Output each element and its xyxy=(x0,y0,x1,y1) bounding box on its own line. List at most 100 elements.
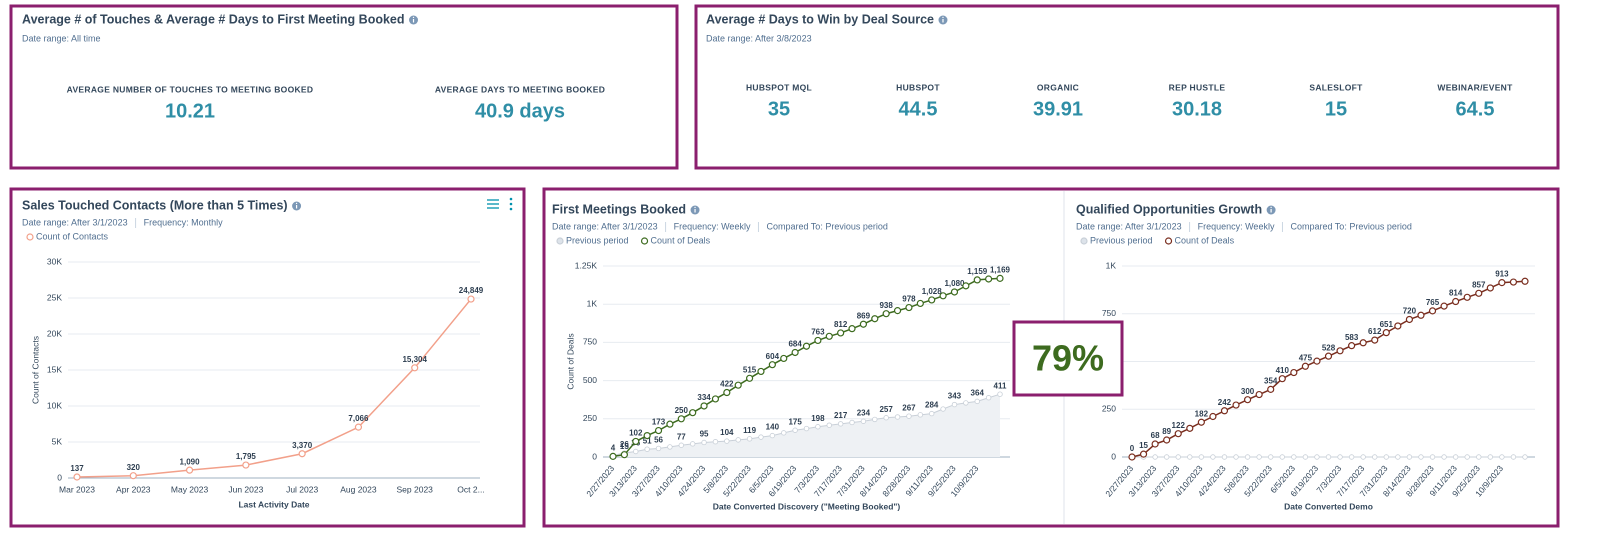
point xyxy=(1302,454,1309,460)
point xyxy=(848,325,856,333)
point xyxy=(1522,454,1528,460)
point xyxy=(1314,454,1320,460)
point xyxy=(872,416,878,423)
data-label: 612 xyxy=(1368,327,1382,336)
point xyxy=(997,391,1003,397)
line xyxy=(76,298,472,478)
point xyxy=(929,410,935,417)
data-label: 15,304 xyxy=(402,355,427,364)
point xyxy=(837,329,845,337)
point xyxy=(1498,279,1506,287)
info-icon xyxy=(295,202,298,205)
legend-label: Count of Deals xyxy=(1175,235,1235,245)
toolbar-icons[interactable] xyxy=(487,197,513,211)
filter-text: Frequency: Weekly xyxy=(1198,221,1275,231)
point xyxy=(712,439,719,445)
data-label: 104 xyxy=(720,428,734,437)
point xyxy=(1487,454,1494,460)
point xyxy=(411,364,419,372)
point xyxy=(1475,289,1483,297)
info-icon xyxy=(412,16,415,19)
date-range: Date range: All time xyxy=(22,33,101,43)
legend-label: Previous period xyxy=(566,235,629,245)
point xyxy=(951,401,958,408)
point xyxy=(1139,450,1148,458)
point xyxy=(1221,454,1228,460)
point xyxy=(655,445,662,452)
point xyxy=(1359,339,1367,347)
y-tick-label: 10K xyxy=(47,400,62,410)
metric-value: 10.21 xyxy=(165,100,215,122)
data-label: 300 xyxy=(1241,387,1255,396)
y-tick-label: 25K xyxy=(47,292,62,302)
point xyxy=(724,438,730,444)
point xyxy=(973,276,981,284)
point xyxy=(837,421,844,427)
data-label: 410 xyxy=(1276,366,1290,375)
y-tick-label: 750 xyxy=(583,337,597,347)
filter-text: Date range: After 3/1/2023 xyxy=(22,217,128,227)
point xyxy=(802,342,811,350)
point xyxy=(677,415,685,423)
data-label: 869 xyxy=(857,311,871,320)
annotation-box xyxy=(1012,320,1124,397)
y-tick-label: 1K xyxy=(587,298,598,308)
point xyxy=(1371,336,1379,344)
data-label: 354 xyxy=(1264,376,1278,385)
point xyxy=(871,315,879,323)
info-icon xyxy=(694,206,696,209)
point xyxy=(849,419,855,426)
point xyxy=(242,461,250,469)
point xyxy=(689,441,696,447)
point xyxy=(1209,412,1217,421)
point xyxy=(791,348,799,357)
point xyxy=(1279,454,1285,460)
data-label: 763 xyxy=(811,328,825,337)
point xyxy=(962,282,970,290)
data-label: 913 xyxy=(1495,270,1509,279)
y-tick-label: 0 xyxy=(57,472,62,482)
data-label: 89 xyxy=(1162,427,1171,436)
point xyxy=(780,354,788,363)
point xyxy=(1394,322,1402,330)
data-label: 978 xyxy=(902,295,916,304)
info-icon xyxy=(1270,206,1272,209)
data-label: 720 xyxy=(1403,307,1417,316)
metric-label: SALESLOFT xyxy=(1309,82,1363,92)
data-label: 56 xyxy=(654,436,663,445)
data-label: 250 xyxy=(675,406,689,415)
data-label: 102 xyxy=(629,429,643,438)
metric-value: 40.9 days xyxy=(475,100,565,122)
data-label: 938 xyxy=(879,301,893,310)
data-label: 475 xyxy=(1299,353,1313,362)
point xyxy=(1313,357,1321,365)
annotation: 79% xyxy=(1032,338,1104,379)
point xyxy=(129,472,137,480)
point xyxy=(1510,454,1517,460)
point xyxy=(654,426,663,435)
filter-text: Date range: After 3/1/2023 xyxy=(552,221,658,231)
metric-value: 44.5 xyxy=(899,98,938,120)
point xyxy=(609,452,617,460)
point xyxy=(633,448,639,455)
y-tick-label: 250 xyxy=(583,413,597,423)
point xyxy=(1291,454,1297,460)
point xyxy=(1324,352,1333,360)
point xyxy=(894,414,901,420)
data-label: 515 xyxy=(743,365,757,374)
point xyxy=(667,444,673,450)
point xyxy=(893,307,902,315)
point xyxy=(950,288,959,296)
point xyxy=(826,422,832,428)
point xyxy=(860,418,867,424)
x-tick-label: May 2023 xyxy=(171,484,209,494)
point xyxy=(1187,454,1193,460)
point xyxy=(1464,454,1470,460)
metric-label: WEBINAR/EVENT xyxy=(1437,82,1513,92)
point xyxy=(1210,454,1216,460)
point xyxy=(1418,454,1424,460)
point xyxy=(1486,284,1494,292)
point xyxy=(1337,454,1343,460)
data-label: 26 xyxy=(620,440,629,449)
data-label: 651 xyxy=(1380,320,1394,329)
